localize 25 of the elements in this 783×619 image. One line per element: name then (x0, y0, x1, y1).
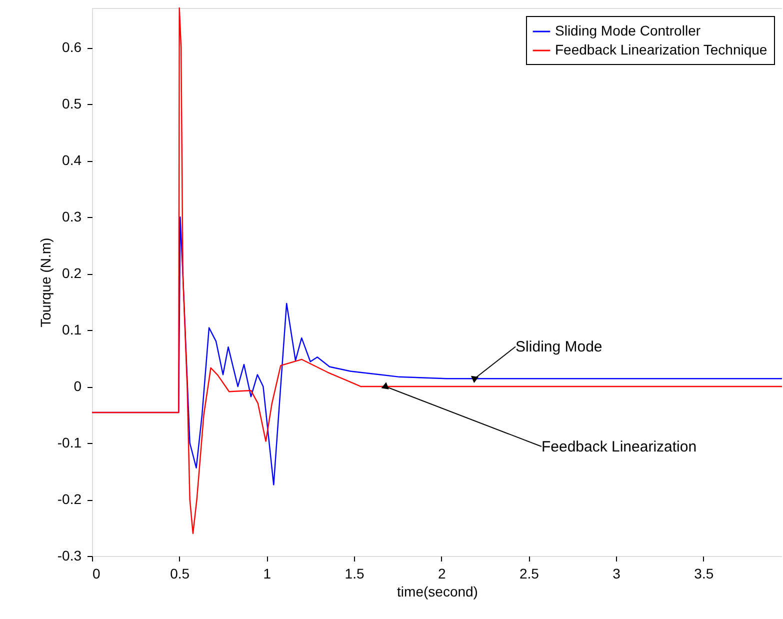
x-tick-label: 2.5 (519, 566, 540, 582)
annotation: Feedback Linearization (541, 438, 697, 456)
y-tick-label: -0.2 (57, 491, 82, 508)
y-axis-title: Tourque (N.m) (37, 238, 54, 328)
y-tick-label: 0.6 (62, 39, 82, 56)
x-tick-label: 1 (263, 566, 272, 582)
y-tick-label: 0.1 (62, 322, 82, 338)
legend-label: Feedback Linearization Technique (555, 42, 768, 58)
y-tick-label: 0.2 (62, 265, 82, 282)
y-tick-label: -0.3 (57, 548, 82, 564)
line-series (91, 7, 782, 534)
legend-label: Sliding Mode Controller (555, 22, 701, 38)
y-tick-label: -0.1 (57, 434, 82, 451)
y-tick-label: 0.4 (62, 152, 82, 168)
y-tick-label: 0.5 (62, 96, 82, 112)
x-tick-label: 1.5 (344, 566, 364, 582)
x-tick-label: 0.5 (170, 566, 190, 582)
x-tick-label: 0 (92, 566, 100, 582)
x-tick-label: 3 (612, 566, 621, 582)
annotation: Sliding Mode (516, 338, 602, 356)
x-axis-title: time(second) (397, 584, 478, 600)
y-tick-label: 0 (74, 378, 82, 394)
y-tick-label: 0.3 (62, 208, 82, 225)
x-tick-label: 3.5 (694, 566, 714, 582)
x-tick-label: 2 (438, 566, 446, 582)
